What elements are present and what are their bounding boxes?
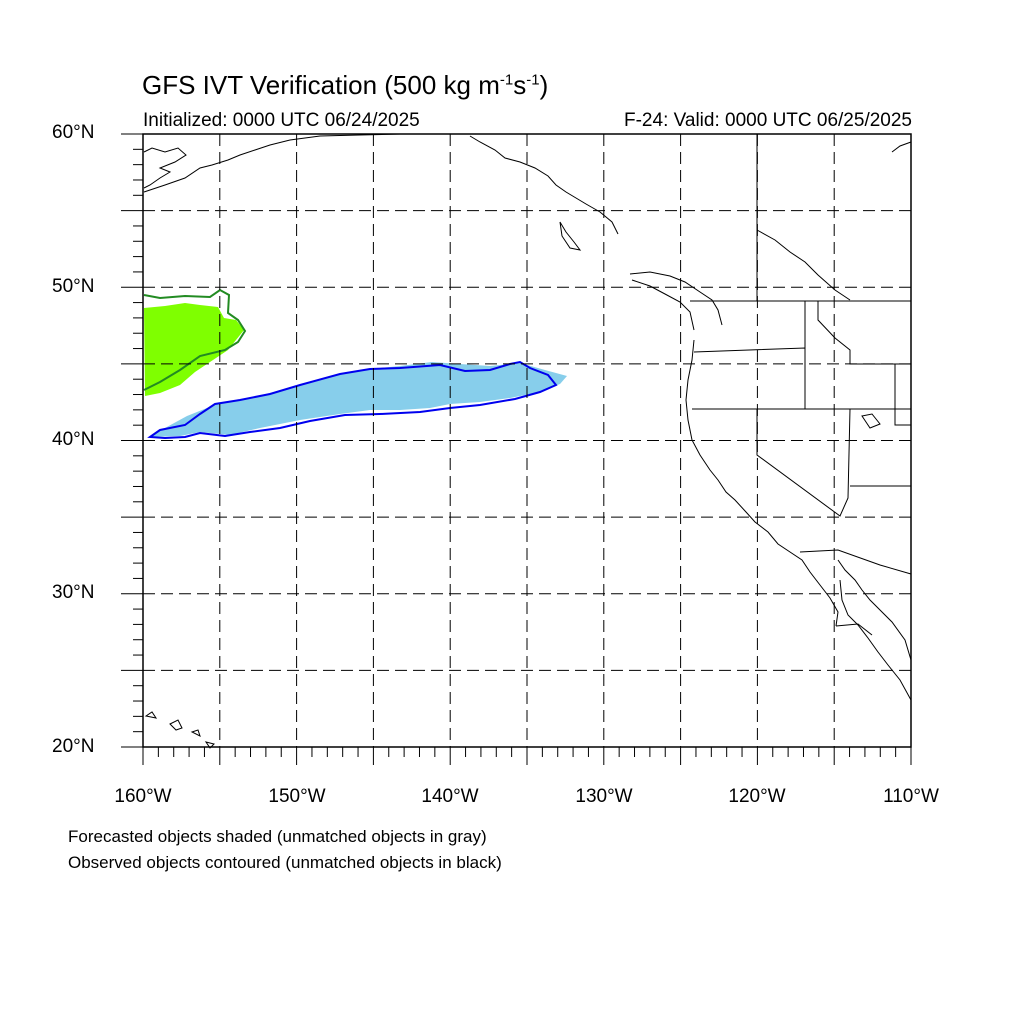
lon-label-140w: 140°W (421, 786, 479, 807)
lat-label-20n: 20°N (52, 736, 95, 757)
valid-time: F-24: Valid: 0000 UTC 06/25/2025 (624, 110, 912, 131)
axis-ticks (121, 133, 912, 765)
observed-object-green-contour (143, 288, 247, 391)
lat-label-30n: 30°N (52, 582, 95, 603)
forecast-object-green (144, 303, 244, 396)
lon-label-120w: 120°W (728, 786, 786, 807)
lon-label-110w: 110°W (883, 786, 939, 807)
lat-label-40n: 40°N (52, 429, 95, 450)
legend-note-forecast: Forecasted objects shaded (unmatched obj… (68, 827, 487, 846)
lat-label-50n: 50°N (52, 276, 95, 297)
political-borders (690, 134, 912, 636)
lon-label-130w: 130°W (575, 786, 633, 807)
observed-object-blue-contour (147, 360, 558, 440)
legend-note-observed: Observed objects contoured (unmatched ob… (68, 853, 502, 872)
graticule (143, 134, 911, 747)
lat-label-60n: 60°N (52, 122, 95, 143)
map-title: GFS IVT Verification (500 kg m-1s-1) (142, 70, 549, 100)
lon-label-150w: 150°W (268, 786, 326, 807)
coastlines (143, 133, 912, 749)
map-frame (142, 133, 912, 748)
forecast-object-blue (150, 362, 567, 437)
initialized-time: Initialized: 0000 UTC 06/24/2025 (143, 110, 420, 131)
lon-label-160w: 160°W (114, 786, 172, 807)
